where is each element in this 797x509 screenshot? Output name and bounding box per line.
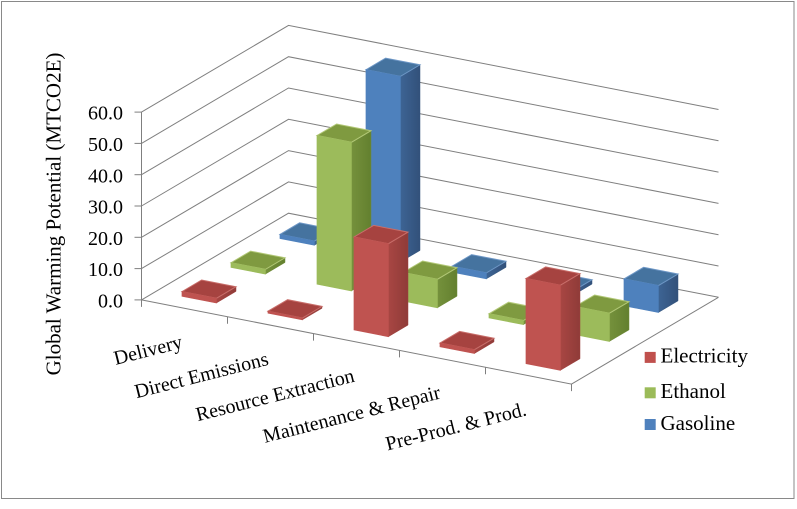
svg-text:0.0: 0.0 <box>98 291 123 313</box>
svg-text:Gasoline: Gasoline <box>661 411 736 435</box>
svg-text:50.0: 50.0 <box>88 134 123 156</box>
svg-text:Global Warming Potential (MTCO: Global Warming Potential (MTCO2E) <box>42 53 66 376</box>
svg-text:Electricity: Electricity <box>661 344 749 368</box>
svg-text:60.0: 60.0 <box>88 103 123 125</box>
svg-text:40.0: 40.0 <box>88 165 123 187</box>
svg-text:20.0: 20.0 <box>88 228 123 250</box>
svg-text:30.0: 30.0 <box>88 197 123 219</box>
svg-text:Ethanol: Ethanol <box>661 379 726 403</box>
svg-text:10.0: 10.0 <box>88 259 123 281</box>
